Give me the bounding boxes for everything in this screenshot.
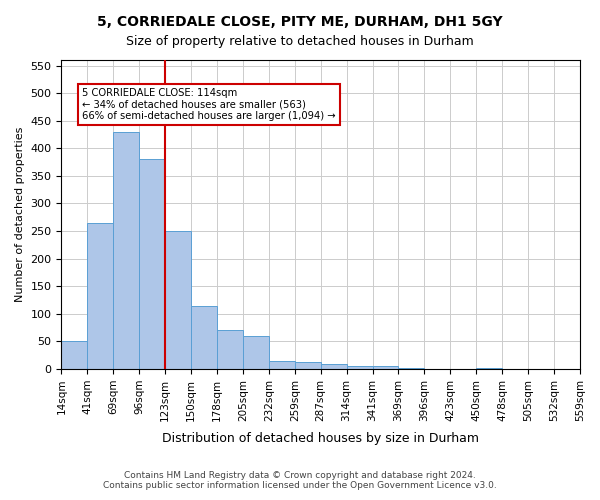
- Bar: [139, 160, 165, 369]
- Bar: [476, 368, 502, 369]
- Y-axis label: Number of detached properties: Number of detached properties: [15, 127, 25, 302]
- Bar: [398, 368, 424, 369]
- Bar: [88, 223, 113, 369]
- Bar: [165, 231, 191, 369]
- Bar: [217, 330, 243, 369]
- Bar: [191, 306, 217, 369]
- Bar: [243, 336, 269, 369]
- Text: Size of property relative to detached houses in Durham: Size of property relative to detached ho…: [126, 35, 474, 48]
- X-axis label: Distribution of detached houses by size in Durham: Distribution of detached houses by size …: [162, 432, 479, 445]
- Text: 5 CORRIEDALE CLOSE: 114sqm
← 34% of detached houses are smaller (563)
66% of sem: 5 CORRIEDALE CLOSE: 114sqm ← 34% of deta…: [82, 88, 336, 121]
- Bar: [347, 366, 373, 369]
- Bar: [61, 342, 88, 369]
- Text: Contains HM Land Registry data © Crown copyright and database right 2024.
Contai: Contains HM Land Registry data © Crown c…: [103, 470, 497, 490]
- Text: 5, CORRIEDALE CLOSE, PITY ME, DURHAM, DH1 5GY: 5, CORRIEDALE CLOSE, PITY ME, DURHAM, DH…: [97, 15, 503, 29]
- Bar: [373, 366, 398, 369]
- Bar: [295, 362, 321, 369]
- Bar: [113, 132, 139, 369]
- Bar: [269, 361, 295, 369]
- Bar: [321, 364, 347, 369]
